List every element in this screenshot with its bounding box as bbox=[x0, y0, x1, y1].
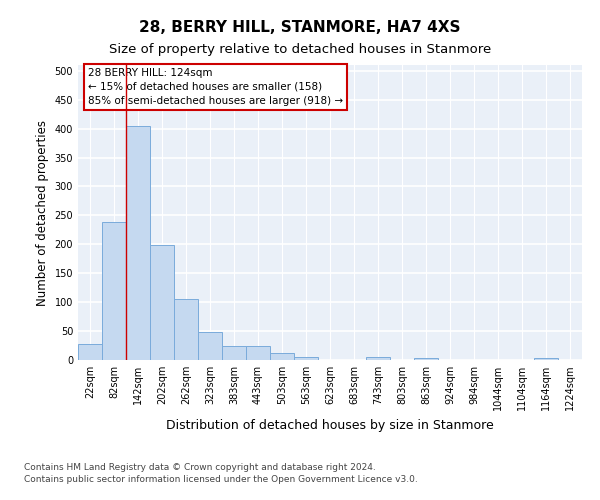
Bar bbox=[78, 344, 102, 360]
Bar bbox=[198, 332, 222, 360]
Text: 28 BERRY HILL: 124sqm
← 15% of detached houses are smaller (158)
85% of semi-det: 28 BERRY HILL: 124sqm ← 15% of detached … bbox=[88, 68, 343, 106]
Bar bbox=[174, 300, 198, 360]
Bar bbox=[126, 126, 150, 360]
Bar bbox=[246, 346, 270, 360]
Bar bbox=[366, 356, 390, 360]
X-axis label: Distribution of detached houses by size in Stanmore: Distribution of detached houses by size … bbox=[166, 418, 494, 432]
Text: 28, BERRY HILL, STANMORE, HA7 4XS: 28, BERRY HILL, STANMORE, HA7 4XS bbox=[139, 20, 461, 35]
Bar bbox=[102, 222, 126, 360]
Bar bbox=[294, 356, 318, 360]
Bar bbox=[222, 346, 246, 360]
Y-axis label: Number of detached properties: Number of detached properties bbox=[36, 120, 49, 306]
Text: Size of property relative to detached houses in Stanmore: Size of property relative to detached ho… bbox=[109, 42, 491, 56]
Bar bbox=[414, 358, 438, 360]
Text: Contains public sector information licensed under the Open Government Licence v3: Contains public sector information licen… bbox=[24, 475, 418, 484]
Bar bbox=[270, 353, 294, 360]
Bar bbox=[150, 245, 174, 360]
Text: Contains HM Land Registry data © Crown copyright and database right 2024.: Contains HM Land Registry data © Crown c… bbox=[24, 462, 376, 471]
Bar bbox=[534, 358, 558, 360]
